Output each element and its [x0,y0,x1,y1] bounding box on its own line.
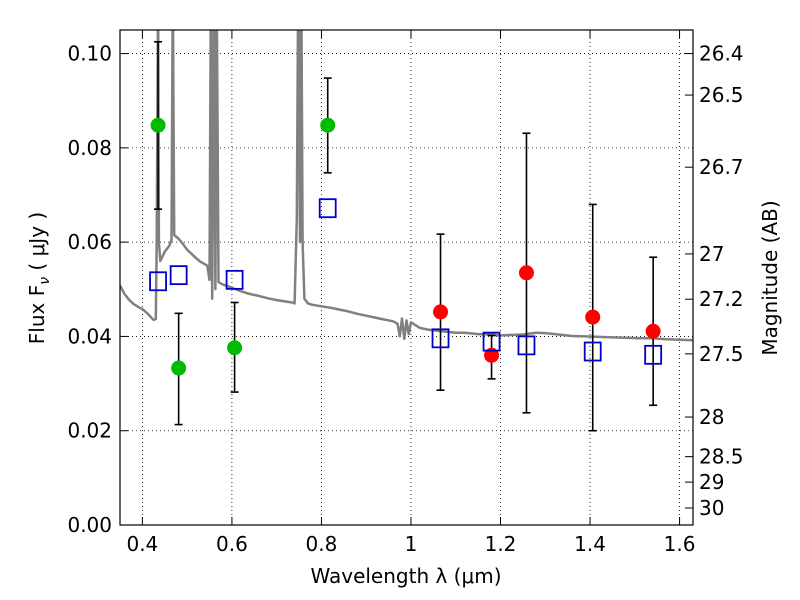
red-data-point [645,323,661,339]
y2-tick-label: 28.5 [699,445,744,469]
y-tick-label: 0.06 [67,230,112,254]
green-data-point [320,117,336,133]
plot-frame [119,29,694,526]
green-data-point [171,360,187,376]
x-tick-label: 1 [405,532,418,556]
spectrum-layer [120,30,693,342]
model-square-point [583,341,602,362]
model-square-point [149,271,167,292]
model-square-point [431,328,450,349]
model-square-point [169,265,188,286]
y-tick-label: 0.10 [67,42,112,66]
green-data-point [150,117,166,133]
y-tick-label: 0.00 [67,513,112,537]
model-square-point [644,344,663,365]
red-data-point [433,304,449,320]
red-data-point [484,347,500,363]
y2-tick-label: 27.5 [699,342,744,366]
red-data-point [518,265,534,281]
x-axis-label: Wavelength λ (μm) [310,564,501,588]
y2-tick-label: 28 [699,405,724,429]
y2-tick-label: 29 [699,470,724,494]
x-tick-label: 1.4 [574,532,606,556]
grid [120,30,693,526]
y-tick-label: 0.04 [67,324,112,348]
spectrum-line [120,30,693,342]
y2-tick-label: 27.2 [699,287,744,311]
x-tick-label: 1.2 [485,532,517,556]
model-square-point [225,269,244,290]
x-tick-label: 0.6 [216,532,248,556]
y-tick-label: 0.08 [67,136,112,160]
y2-tick-label: 26.5 [699,83,744,107]
red-data-point [585,309,601,325]
y2-tick-label: 27 [699,242,724,266]
y-axis-label-unit: ( μJy ) [25,212,49,277]
x-tick-label: 1.6 [664,532,696,556]
green-data-point [227,340,243,356]
x-tick-label: 0.8 [306,532,338,556]
y2-tick-label: 26.4 [699,42,744,66]
model-square-point [482,331,501,352]
ticks: 0.4 0.6 0.8 1 1.2 1.4 1.6 0.00 0.02 0.04 0.06 0.08 0… [67,30,744,556]
y2-tick-label: 30 [699,496,724,520]
y-tick-label: 0.02 [67,419,112,443]
y-axis-label: Flux Fν ( μJy ) [25,212,53,344]
y2-axis-label: Magnitude (AB) [758,200,782,355]
x-tick-label: 0.4 [126,532,158,556]
y2-tick-label: 26.7 [699,155,744,179]
model-square-point [517,335,536,356]
y-axis-label-sub: ν [37,277,53,285]
marker-layer [149,117,663,376]
model-square-point [318,198,337,219]
y-axis-label-main: Flux F [25,285,49,344]
